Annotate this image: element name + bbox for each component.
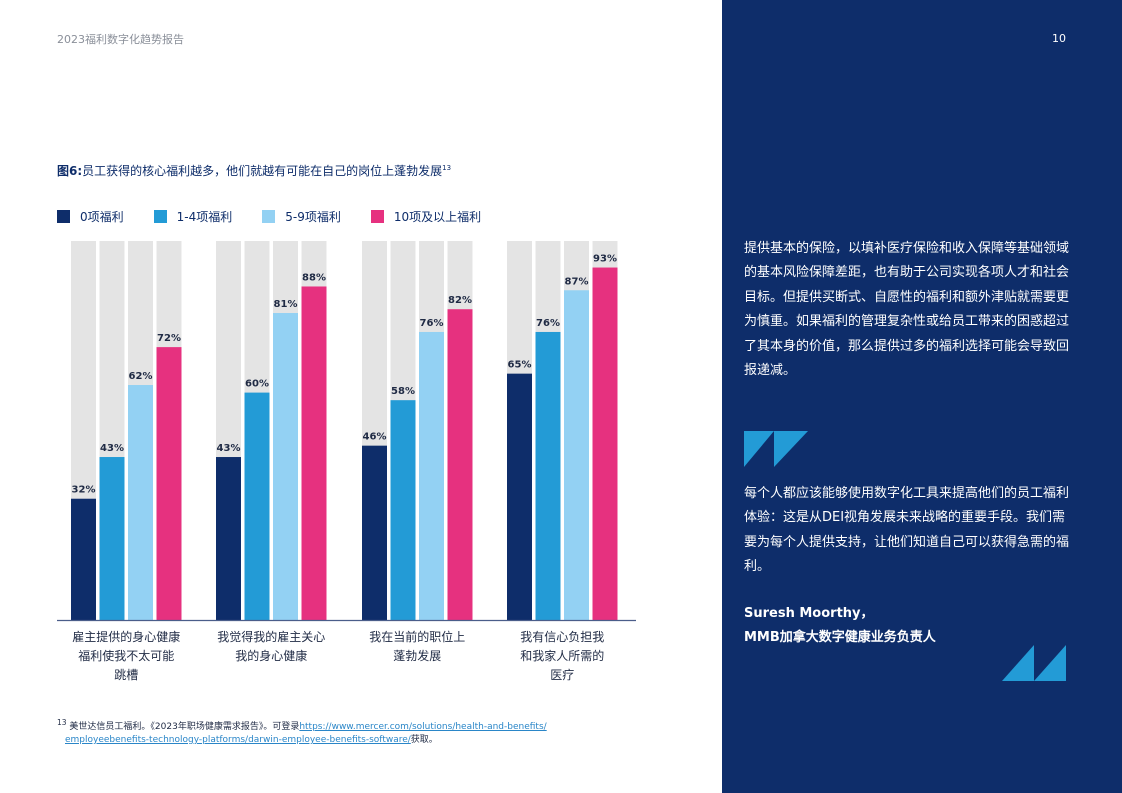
legend-swatch-2 xyxy=(262,210,276,223)
panel-quote: 每个人都应该能够使用数字化工具来提高他们的员工福利体验：这是从DEI视角发展未来… xyxy=(744,486,1070,575)
data-label: 62% xyxy=(129,371,153,382)
bar-0-2 xyxy=(128,385,153,620)
category-label-line: 我觉得我的雇主关心 xyxy=(217,630,326,644)
legend-label-2: 5-9项福利 xyxy=(285,210,341,224)
quote-author: Suresh Moorthy， MMB加拿大数字健康业务负责人 xyxy=(744,602,936,650)
category-label-line: 我有信心负担我 xyxy=(520,630,605,644)
category-label-line: 医疗 xyxy=(550,668,575,682)
data-label: 93% xyxy=(593,254,617,265)
figure-label: 图6: xyxy=(57,164,83,178)
category-label-line: 雇主提供的身心健康 xyxy=(72,630,181,644)
category-label-line: 福利使我不太可能 xyxy=(78,649,175,663)
category-label-2: 我在当前的职位上 蓬勃发展 xyxy=(347,628,487,666)
data-label: 46% xyxy=(363,432,387,443)
legend-label-3: 10项及以上福利 xyxy=(393,210,482,224)
bar-chart: 32% 43% 62% 72% 43% 60% 81% 88% 46% 58% 76% 82% 65% 7… xyxy=(57,241,636,622)
category-label-line: 我在当前的职位上 xyxy=(369,630,466,644)
chart-legend: 0项福利 1-4项福利 5-9项福利 10项及以上福利 xyxy=(57,208,511,225)
panel-paragraph: 提供基本的保险，以填补医疗保险和收入保障等基础领域的基本风险保障差距，也有助于公… xyxy=(744,241,1070,379)
data-label: 81% xyxy=(274,299,298,310)
bar-1-1 xyxy=(244,392,270,620)
bar-3-2 xyxy=(564,290,589,620)
data-label: 32% xyxy=(72,485,96,496)
bar-0-1 xyxy=(99,457,125,620)
quote-mark-icon xyxy=(744,431,808,467)
data-label: 72% xyxy=(157,333,181,344)
legend-item-2: 5-9项福利 xyxy=(262,208,341,225)
data-label: 43% xyxy=(100,443,124,454)
category-label-line: 和我家人所需的 xyxy=(520,649,605,663)
figure-title: 图6:员工获得的核心福利越多，他们就越有可能在自己的岗位上蓬勃发展13 xyxy=(57,162,451,179)
bar-2-1 xyxy=(390,400,416,620)
footnote-number: 13 xyxy=(57,718,67,727)
data-label: 43% xyxy=(217,443,241,454)
category-label-1: 我觉得我的雇主关心 我的身心健康 xyxy=(201,628,341,666)
footnote-suffix: 获取。 xyxy=(410,735,438,745)
footnote-link-2[interactable]: employeebenefits-technology-platforms/da… xyxy=(65,735,411,745)
footnote: 13 美世达信员工福利。《2023年职场健康需求报告》。可登录https://w… xyxy=(57,716,617,747)
data-label: 76% xyxy=(420,318,444,329)
bar-3-3 xyxy=(592,267,618,620)
report-title: 2023福利数字化趋势报告 xyxy=(57,33,184,46)
legend-swatch-0 xyxy=(57,210,70,223)
legend-label-1: 1-4项福利 xyxy=(176,210,233,224)
bar-0-3 xyxy=(156,347,182,620)
legend-item-3: 10项及以上福利 xyxy=(370,208,482,225)
quote-close-icon xyxy=(1002,645,1066,681)
category-label-0: 雇主提供的身心健康 福利使我不太可能 跳槽 xyxy=(56,628,196,685)
legend-item-0: 0项福利 xyxy=(57,208,124,225)
category-label-line: 跳槽 xyxy=(114,668,139,682)
footnote-text: 美世达信员工福利。《2023年职场健康需求报告》。可登录 xyxy=(69,722,300,732)
bar-0-0 xyxy=(71,498,96,620)
author-name: Suresh Moorthy， xyxy=(744,606,874,621)
legend-swatch-1 xyxy=(153,210,167,223)
category-label-line: 蓬勃发展 xyxy=(393,649,442,663)
data-label: 87% xyxy=(565,276,589,287)
category-label-3: 我有信心负担我 和我家人所需的 医疗 xyxy=(492,628,632,685)
figure-note-ref: 13 xyxy=(442,164,452,172)
footnote-link-1[interactable]: https://www.mercer.com/solutions/health-… xyxy=(299,722,547,732)
bar-1-3 xyxy=(301,286,327,620)
bar-2-2 xyxy=(419,331,444,620)
bar-3-0 xyxy=(507,373,532,620)
bar-2-3 xyxy=(447,309,473,620)
legend-item-1: 1-4项福利 xyxy=(153,208,233,225)
page-number: 10 xyxy=(1052,32,1066,45)
data-label: 65% xyxy=(508,360,532,371)
data-label: 60% xyxy=(245,379,269,390)
bar-1-2 xyxy=(273,313,298,620)
data-label: 58% xyxy=(391,386,415,397)
legend-swatch-3 xyxy=(370,210,384,223)
figure-title-text: 员工获得的核心福利越多，他们就越有可能在自己的岗位上蓬勃发展 xyxy=(82,164,443,178)
data-label: 82% xyxy=(448,295,472,306)
data-label: 88% xyxy=(302,272,326,283)
bar-1-0 xyxy=(216,457,241,620)
bar-3-1 xyxy=(535,331,561,620)
bar-2-0 xyxy=(362,445,387,620)
author-title: MMB加拿大数字健康业务负责人 xyxy=(744,630,936,645)
category-label-line: 我的身心健康 xyxy=(235,649,308,663)
legend-label-0: 0项福利 xyxy=(80,210,124,224)
data-label: 76% xyxy=(536,318,560,329)
